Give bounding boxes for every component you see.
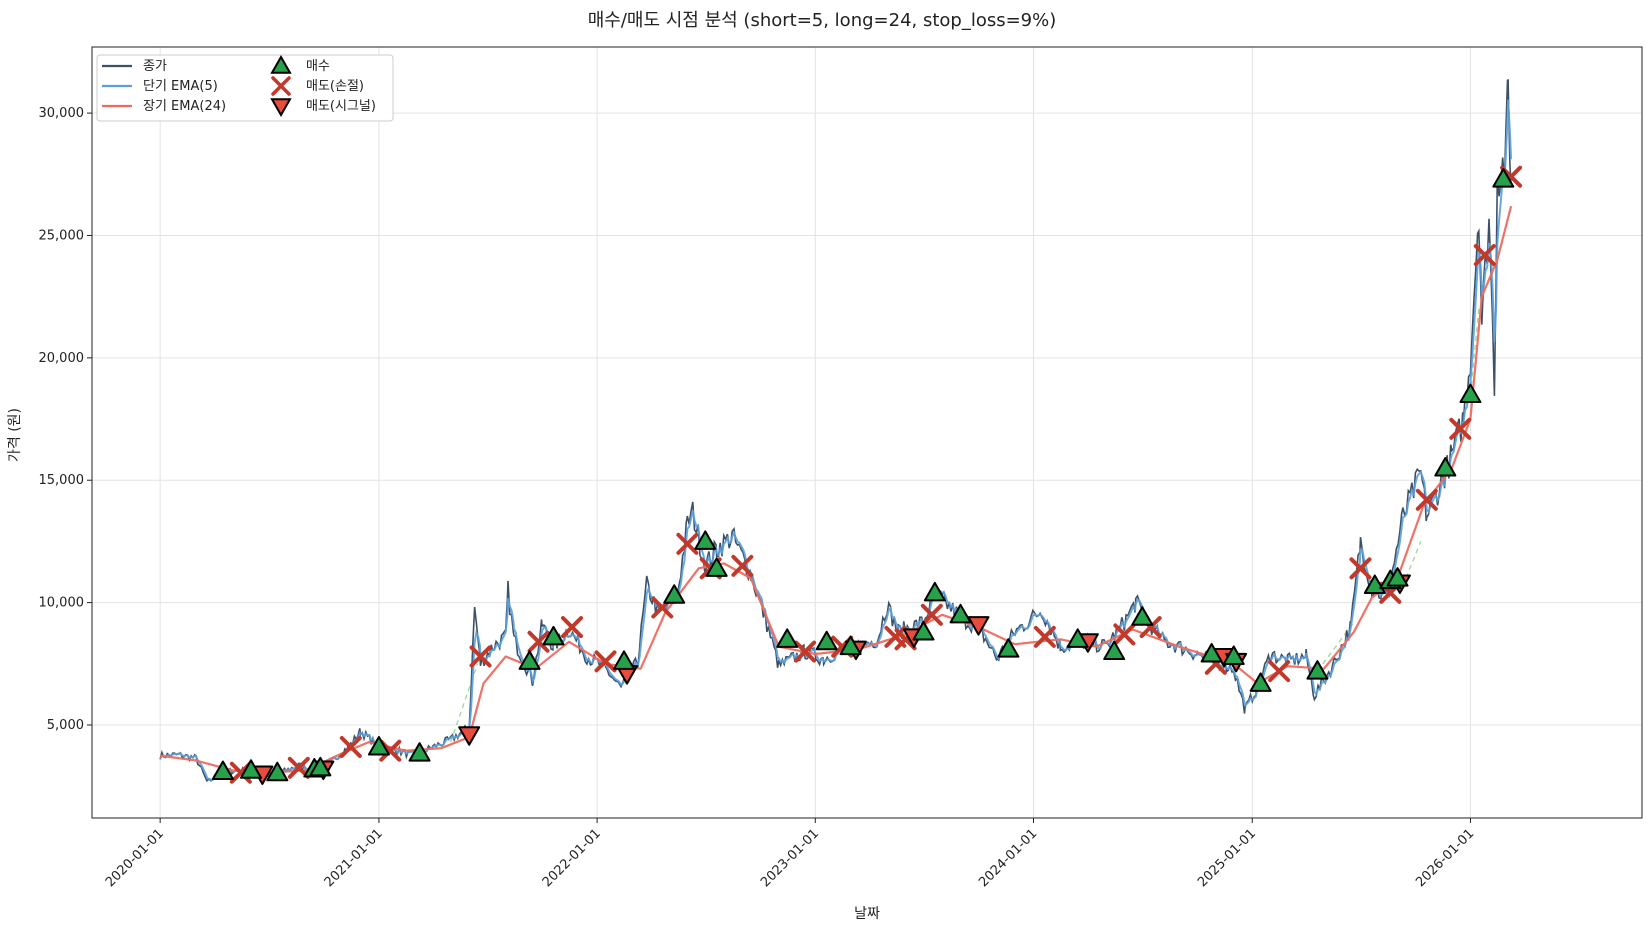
x-tick-label: 2020-01-01 (103, 826, 167, 890)
buy-marker (1249, 672, 1272, 692)
y-tick-label: 30,000 (39, 106, 85, 121)
x-tick-label: 2025-01-01 (1195, 826, 1259, 890)
buy-marker (663, 584, 686, 604)
signal-sell-marker (967, 616, 990, 636)
buy-marker (776, 628, 799, 648)
x-tick-label: 2021-01-01 (322, 826, 386, 890)
stop-loss-marker (920, 603, 943, 626)
buy-marker (1200, 643, 1223, 663)
buy-marker (694, 530, 717, 550)
stop-loss-marker (1473, 244, 1496, 267)
stop-loss-marker (561, 616, 584, 639)
stop-loss-marker (1268, 660, 1291, 683)
buy-marker (542, 625, 565, 646)
stop-loss-marker (1113, 623, 1136, 646)
x-axis-label: 날짜 (854, 906, 880, 922)
buy-marker (815, 630, 838, 651)
legend-label: 매도(손절) (306, 79, 364, 94)
legend-label: 장기 EMA(24) (143, 99, 226, 114)
legend-signal-icon (270, 98, 292, 118)
hold-segment (450, 663, 479, 743)
chart-grid (92, 47, 1642, 818)
legend-buy-icon (270, 54, 292, 74)
buy-marker (839, 635, 862, 656)
x-tick-label: 2024-01-01 (976, 826, 1040, 890)
buy-marker (1131, 606, 1154, 626)
hold-segment (1316, 621, 1355, 672)
buy-marker (1306, 660, 1329, 680)
buy-marker (1103, 640, 1126, 661)
buy-marker (705, 557, 728, 577)
legend-box (96, 54, 394, 122)
buy-marker (912, 620, 935, 641)
y-tick-label: 10,000 (39, 596, 85, 611)
stop-loss-marker (676, 532, 699, 555)
buy-marker (1222, 645, 1245, 665)
buy-marker (949, 603, 972, 624)
legend-label: 단기 EMA(5) (143, 79, 218, 94)
long-ema-line (159, 205, 1513, 774)
stop-loss-marker (339, 736, 362, 759)
y-tick-label: 15,000 (39, 473, 85, 488)
buy-marker (266, 761, 289, 782)
buy-marker (1386, 567, 1409, 587)
trade-markers (211, 165, 1523, 785)
stop-loss-marker (469, 645, 492, 668)
stop-loss-marker (1449, 417, 1472, 440)
chart-title: 매수/매도 시점 분석 (short=5, long=24, stop_loss… (588, 10, 1057, 31)
buy-marker (1492, 168, 1515, 188)
buy-marker (240, 759, 263, 779)
hold-segment (1405, 541, 1422, 579)
stop-loss-marker (527, 630, 550, 653)
buy-marker (1459, 383, 1482, 404)
buy-marker (923, 581, 946, 602)
stop-loss-marker (594, 650, 617, 673)
signal-sell-marker (458, 726, 481, 746)
x-tick-label: 2026-01-01 (1413, 826, 1477, 890)
hold-segments (450, 308, 1480, 743)
buy-marker (518, 650, 541, 670)
y-axis-label: 가격 (원) (7, 408, 23, 462)
x-tick-label: 2022-01-01 (540, 826, 604, 890)
stop-loss-marker (731, 554, 754, 577)
stop-loss-marker (1033, 625, 1056, 648)
legend-label: 매도(시그널) (306, 99, 376, 114)
stop-loss-marker (794, 640, 817, 663)
buy-marker (997, 638, 1020, 658)
legend-label: 매수 (306, 59, 330, 74)
buy-marker (367, 736, 390, 756)
y-tick-label: 25,000 (39, 228, 85, 243)
y-axis-ticks: 5,000 10,000 15,000 20,000 25,000 30,000 (39, 106, 92, 733)
buy-marker (309, 756, 332, 777)
stop-loss-marker (1415, 488, 1438, 511)
legend-stop-icon (271, 76, 291, 96)
x-axis-ticks: 2020-01-01 2021-01-01 2022-01-01 2023-01-01… (103, 818, 1477, 890)
plot-frame (91, 46, 1643, 819)
buy-marker (1434, 456, 1457, 477)
x-tick-label: 2023-01-01 (758, 826, 822, 890)
buy-marker (1066, 628, 1089, 648)
buy-marker (613, 650, 636, 670)
legend-label: 종가 (143, 59, 167, 74)
y-tick-label: 20,000 (39, 351, 85, 366)
buy-marker (211, 760, 234, 780)
buy-marker (408, 742, 431, 762)
y-tick-label: 5,000 (47, 718, 84, 733)
stop-loss-marker (1349, 557, 1372, 580)
